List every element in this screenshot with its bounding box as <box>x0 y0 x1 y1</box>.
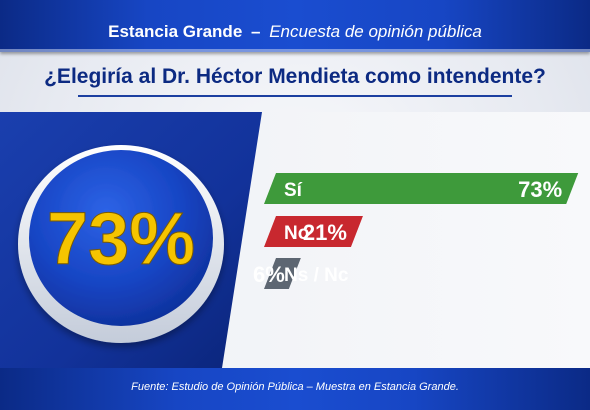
bar-label-nsnc: Ns / Nc <box>284 265 349 286</box>
header: Estancia Grande – Encuesta de opinión pú… <box>0 22 590 42</box>
bar-value-no: 21% <box>303 220 347 245</box>
bar-nsnc <box>264 258 301 289</box>
header-title: Estancia Grande <box>108 22 243 41</box>
footer-source: Fuente: Estudio de Opinión Pública – Mue… <box>131 381 459 393</box>
bar-value-yes: 73% <box>518 177 562 202</box>
header-bar <box>0 0 590 52</box>
question-underline <box>78 95 512 97</box>
bar-label-yes: Sí <box>284 180 303 201</box>
bar-no <box>264 216 363 247</box>
bar-yes <box>264 173 579 204</box>
bar-value-nsnc: 6% <box>253 262 285 287</box>
header-separator: – <box>251 22 261 41</box>
header-subtitle: Encuesta de opinión pública <box>269 22 482 41</box>
footer-bar <box>0 368 590 410</box>
highlight-disc <box>18 145 224 343</box>
header-divider <box>0 49 590 52</box>
bar-label-no: No <box>284 223 309 244</box>
highlight-value: 73% <box>47 197 195 280</box>
question-title: ¿Elegiría al Dr. Héctor Mendieta como in… <box>44 65 546 88</box>
